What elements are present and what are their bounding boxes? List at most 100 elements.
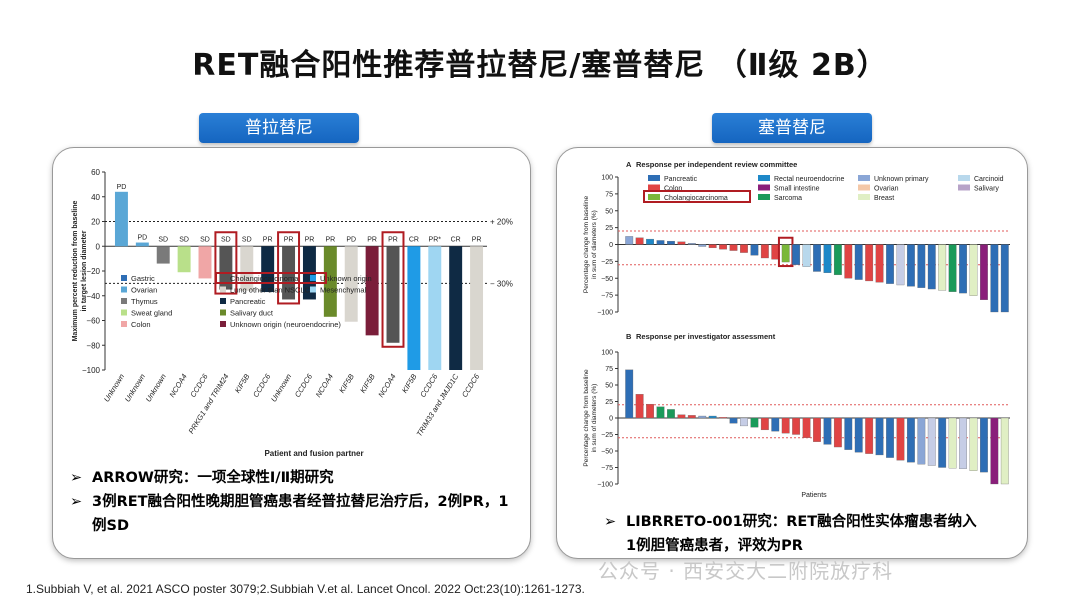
y-tick-label: −40: [86, 292, 100, 301]
y-tick-label: −50: [601, 449, 613, 456]
bar: [708, 415, 717, 419]
legend-label: Sweat gland: [131, 309, 172, 318]
bar: [969, 417, 978, 471]
bar: [927, 417, 936, 466]
bullet-arrow-icon: ➢: [604, 514, 617, 530]
y-tick-label: 100: [601, 175, 613, 182]
x-tick-label: KIF5B: [358, 372, 377, 394]
bar: [917, 244, 926, 288]
bar: [687, 243, 696, 245]
bar: [240, 246, 254, 291]
legend-swatch: [858, 184, 870, 191]
y-tick-label: −25: [601, 432, 613, 439]
y-tick-label: 75: [605, 191, 613, 198]
right-bullets: ➢ LIBRRETO-001研究：RET融合阳性实体瘤患者纳入1例胆管癌患者，评效…: [604, 510, 982, 558]
bar: [625, 369, 634, 419]
legend-swatch: [220, 309, 226, 316]
bar: [470, 246, 484, 370]
y-tick-label: −100: [597, 310, 613, 317]
legend-swatch: [121, 321, 127, 327]
bar: [823, 417, 832, 445]
response-label: PD: [117, 184, 127, 191]
x-tick-label: NCOA4: [167, 372, 188, 399]
y-tick-label: −50: [601, 276, 613, 283]
legend-swatch: [648, 184, 660, 191]
y-tick-label: 25: [605, 399, 613, 406]
y-axis-label-line: Maximum percent reduction from baseline: [72, 200, 79, 341]
bar: [980, 417, 988, 473]
bar: [906, 244, 915, 287]
legend-label: Sarcoma: [774, 195, 802, 202]
legend-swatch: [121, 286, 127, 293]
bar: [323, 246, 337, 317]
bar: [854, 244, 863, 280]
legend-label: Colon: [664, 186, 682, 193]
bar: [198, 246, 212, 279]
legend-label: Colon: [131, 320, 151, 329]
highlight-box: [277, 231, 301, 305]
x-axis-label: Patient and fusion partner: [264, 449, 363, 458]
response-label: PR: [263, 236, 273, 243]
bar: [948, 417, 957, 469]
legend-label: Rectal neuroendocrine: [774, 176, 845, 183]
response-label: SD: [158, 236, 168, 243]
bar: [781, 417, 790, 434]
y-tick-label: 50: [605, 208, 613, 215]
legend-highlight-box: [215, 272, 327, 284]
bar: [719, 244, 728, 250]
bar: [886, 244, 894, 284]
bar: [156, 246, 170, 264]
page-title: RET融合阳性推荐普拉替尼/塞普替尼 （Ⅱ级 2B）: [192, 48, 888, 83]
selpercatinib-waterfall-chart: Pancreatic Rectal neuroendocrine Unknown p…: [583, 160, 1010, 499]
bar: [865, 417, 874, 454]
legend-label: Cholangiocarcinoma: [664, 195, 728, 202]
y-axis-label-line: in sum of diameters (%): [591, 210, 598, 279]
bar: [646, 403, 654, 419]
legend-swatch: [121, 298, 127, 304]
legend-swatch: [758, 175, 770, 181]
bar: [708, 244, 717, 249]
bar: [906, 417, 915, 463]
legend-label: Salivary duct: [230, 309, 274, 318]
bar: [771, 244, 780, 260]
bar: [449, 246, 463, 370]
legend-label: Unknown primary: [874, 176, 929, 183]
x-tick-label: CCDC6: [460, 372, 482, 399]
bar: [656, 240, 665, 245]
y-axis-label: Percentage change from baselinein sum of…: [583, 196, 598, 294]
legend-swatch: [958, 184, 970, 191]
legend-swatch: [121, 275, 127, 281]
y-tick-label: 100: [601, 350, 613, 357]
y-tick-label: −20: [86, 267, 100, 276]
bar: [938, 244, 947, 291]
bar: [927, 244, 936, 290]
legend-label: Unknown origin (neuroendocrine): [230, 320, 341, 329]
legend-swatch: [648, 194, 660, 200]
watermark: 公众号 · 西安交大二附院放疗科: [598, 559, 894, 583]
panel-letter: B: [626, 332, 632, 341]
x-tick-label: Unknown: [144, 372, 168, 403]
legend-swatch: [958, 175, 970, 181]
bar: [687, 415, 696, 419]
legend-swatch: [758, 194, 770, 200]
response-label: CR: [451, 236, 461, 243]
reference-line-label: + 20%: [490, 218, 513, 227]
x-tick-label: KIF5B: [337, 372, 356, 394]
response-label: PR: [388, 236, 398, 243]
bar: [729, 244, 738, 251]
bar: [875, 244, 884, 283]
bar: [792, 417, 801, 435]
bullet-arrow-icon: ➢: [70, 470, 83, 486]
x-tick-label: CCDC6: [293, 372, 315, 399]
legend-label: Ovarian: [131, 286, 157, 295]
legend-label: Cholangiocarcinoma: [230, 274, 299, 283]
y-tick-label: −25: [601, 259, 613, 266]
bar: [917, 417, 926, 465]
bar: [635, 237, 644, 245]
legend-swatch: [648, 175, 660, 181]
legend-label: Salivary: [974, 186, 999, 193]
bar: [407, 246, 421, 370]
response-label: CR: [409, 236, 419, 243]
y-tick-label: −100: [82, 366, 101, 375]
bar: [802, 244, 811, 267]
